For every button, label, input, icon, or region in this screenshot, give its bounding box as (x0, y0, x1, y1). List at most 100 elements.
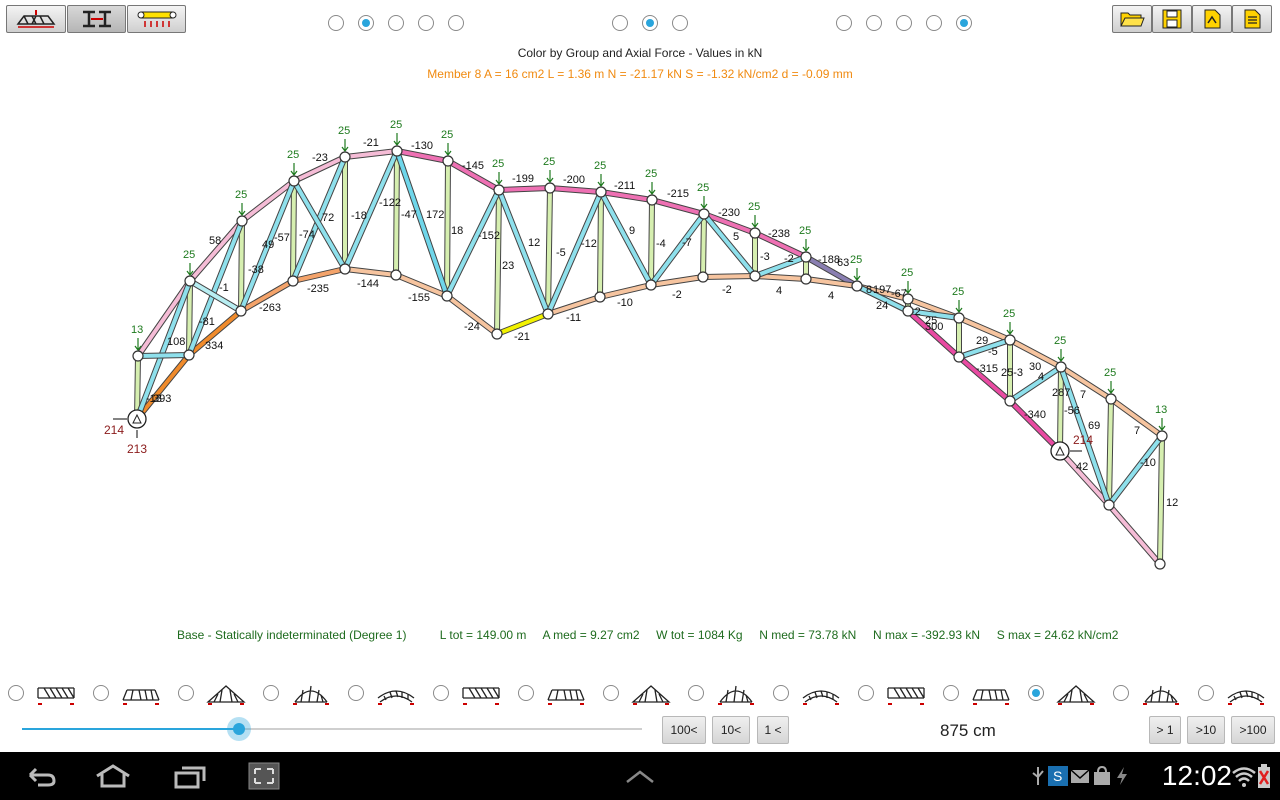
truss-member[interactable] (804, 277, 859, 288)
truss-member[interactable] (599, 190, 653, 287)
truss-member[interactable] (1008, 338, 1063, 369)
truss-member[interactable] (291, 179, 296, 283)
truss-type-radio[interactable] (858, 685, 874, 701)
truss-node[interactable] (800, 273, 812, 285)
truss-type-radio[interactable] (348, 685, 364, 701)
view-option-radio[interactable] (642, 15, 658, 31)
truss-node[interactable] (236, 215, 248, 227)
truss-node[interactable] (491, 328, 503, 340)
truss-member[interactable] (343, 267, 398, 277)
truss-type-icon[interactable] (121, 680, 161, 706)
truss-member[interactable] (135, 353, 191, 421)
truss-member[interactable] (239, 279, 295, 313)
truss-node[interactable] (1004, 395, 1016, 407)
truss-node[interactable] (594, 291, 606, 303)
truss-type-radio[interactable] (93, 685, 109, 701)
truss-node[interactable] (902, 305, 914, 317)
truss-type-icon[interactable] (631, 680, 671, 706)
truss-node[interactable] (441, 290, 453, 302)
truss-member[interactable] (702, 212, 757, 235)
truss-node[interactable] (646, 194, 658, 206)
truss-type-icon[interactable] (886, 680, 926, 706)
truss-node[interactable] (1154, 558, 1166, 570)
truss-node[interactable] (902, 293, 914, 305)
report-file-button[interactable] (1232, 5, 1272, 33)
truss-member[interactable] (548, 186, 603, 194)
truss-node[interactable] (749, 270, 761, 282)
truss-node[interactable] (542, 308, 554, 320)
truss-member[interactable] (240, 179, 296, 223)
truss-member[interactable] (546, 295, 602, 316)
step-fwd-100-button[interactable]: >100 (1231, 716, 1275, 744)
truss-type-radio[interactable] (603, 685, 619, 701)
truss-member[interactable] (188, 219, 244, 283)
truss-member[interactable] (394, 273, 449, 298)
truss-node[interactable] (697, 271, 709, 283)
truss-type-icon[interactable] (546, 680, 586, 706)
truss-member[interactable] (187, 309, 243, 357)
truss-node[interactable] (698, 208, 710, 220)
truss-type-icon[interactable] (376, 680, 416, 706)
step-back-1-button[interactable]: 1 < (757, 716, 789, 744)
truss-member[interactable] (395, 149, 449, 298)
step-fwd-1-button[interactable]: > 1 (1149, 716, 1181, 744)
truss-type-radio[interactable] (178, 685, 194, 701)
truss-type-icon[interactable] (461, 680, 501, 706)
truss-member[interactable] (292, 179, 347, 271)
view-option-radio[interactable] (612, 15, 628, 31)
truss-member[interactable] (188, 279, 243, 313)
truss-member[interactable] (1158, 434, 1164, 566)
truss-member[interactable] (445, 188, 501, 298)
truss-member[interactable] (495, 312, 550, 336)
truss-member[interactable] (343, 149, 399, 271)
truss-member[interactable] (649, 212, 706, 287)
truss-member[interactable] (1008, 399, 1062, 453)
open-file-button[interactable] (1112, 5, 1152, 33)
truss-type-radio[interactable] (263, 685, 279, 701)
truss-node[interactable] (390, 269, 402, 281)
recent-apps-button[interactable] (168, 752, 212, 800)
truss-member[interactable] (957, 338, 1012, 359)
truss-diagram[interactable]: 13 25 25 25 25 25 25 25 25 25 25 25 25 25 25 25 25 25 25 25… (0, 90, 1280, 590)
truss-node[interactable] (391, 145, 403, 157)
truss-member[interactable] (1058, 449, 1111, 507)
truss-type-radio[interactable] (773, 685, 789, 701)
view-option-radio[interactable] (926, 15, 942, 31)
truss-type-icon[interactable] (1141, 680, 1181, 706)
truss-type-radio[interactable] (688, 685, 704, 701)
truss-node[interactable] (1103, 499, 1115, 511)
truss-node[interactable] (184, 275, 196, 287)
truss-node[interactable] (287, 275, 299, 287)
truss-member[interactable] (292, 155, 347, 183)
truss-member[interactable] (957, 355, 1012, 403)
truss-member[interactable] (906, 309, 961, 359)
truss-member[interactable] (1058, 365, 1063, 453)
truss-type-icon[interactable] (971, 680, 1011, 706)
truss-member[interactable] (753, 255, 808, 278)
truss-node[interactable] (493, 184, 505, 196)
truss-member[interactable] (546, 186, 552, 316)
notification-chevron[interactable] (620, 752, 660, 800)
truss-member[interactable] (187, 279, 192, 357)
truss-node[interactable] (953, 351, 965, 363)
truss-member[interactable] (598, 190, 603, 299)
view-option-radio[interactable] (358, 15, 374, 31)
distributed-load-button[interactable] (127, 5, 186, 33)
truss-type-radio[interactable] (943, 685, 959, 701)
truss-node[interactable] (1156, 430, 1168, 442)
truss-node[interactable] (132, 350, 144, 362)
truss-node[interactable] (1105, 393, 1117, 405)
export-file-button[interactable] (1192, 5, 1232, 33)
view-option-radio[interactable] (896, 15, 912, 31)
view-option-radio[interactable] (388, 15, 404, 31)
truss-member[interactable] (649, 275, 705, 287)
truss-type-radio[interactable] (433, 685, 449, 701)
truss-type-icon[interactable] (801, 680, 841, 706)
truss-member[interactable] (649, 198, 654, 287)
truss-member[interactable] (650, 198, 706, 216)
truss-member[interactable] (495, 188, 501, 336)
truss-member[interactable] (702, 212, 757, 278)
home-button[interactable] (90, 752, 136, 800)
truss-node[interactable] (339, 263, 351, 275)
truss-member[interactable] (343, 149, 399, 159)
